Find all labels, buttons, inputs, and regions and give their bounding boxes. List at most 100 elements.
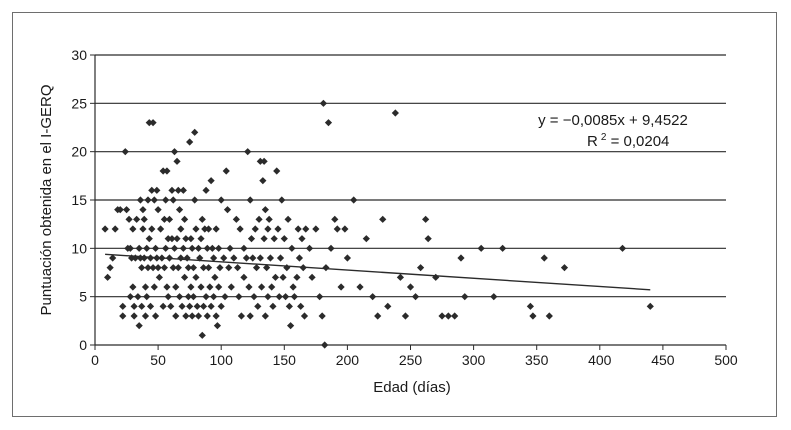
data-point	[122, 206, 131, 214]
data-point	[174, 186, 182, 194]
data-point	[618, 244, 627, 252]
x-axis-ticks: 0 50 100 150 200 250 300 350 400 450 500	[91, 345, 738, 368]
data-point	[287, 322, 295, 330]
data-point	[184, 264, 192, 272]
data-point	[154, 206, 162, 214]
r-squared-superscript: 2	[601, 132, 607, 143]
trendline	[105, 253, 651, 291]
data-point	[145, 119, 153, 127]
data-point	[261, 312, 269, 320]
data-point	[201, 225, 209, 233]
data-point	[297, 302, 305, 310]
data-point	[150, 283, 158, 291]
scatter-chart: 0 50 100 150 200 250 300 350 400 450 500 0 5 10 15 20 2…	[38, 47, 738, 396]
y-axis-label: Puntuación obtenida en el I-GERQ	[38, 85, 55, 316]
data-point	[356, 283, 364, 291]
data-point	[207, 177, 215, 185]
data-point	[545, 312, 553, 320]
data-point	[188, 312, 196, 320]
data-point	[312, 225, 320, 233]
data-point	[213, 322, 222, 330]
data-point	[203, 312, 211, 320]
data-point	[362, 235, 370, 243]
data-point	[227, 283, 235, 291]
data-point	[208, 244, 216, 252]
data-point	[396, 273, 405, 281]
x-tick-label: 150	[273, 352, 297, 368]
data-point	[259, 177, 267, 185]
data-point	[274, 225, 282, 233]
data-point	[279, 273, 287, 281]
x-tick-label: 50	[150, 352, 166, 368]
data-point	[172, 283, 180, 291]
data-point	[173, 235, 181, 243]
data-point	[321, 341, 329, 349]
data-point	[149, 119, 157, 127]
data-point	[265, 215, 273, 223]
data-point	[288, 244, 296, 252]
data-point	[247, 235, 256, 243]
data-point	[189, 293, 198, 301]
data-point	[162, 196, 170, 204]
data-point	[316, 293, 324, 301]
data-point	[211, 273, 219, 281]
data-point	[246, 312, 254, 320]
data-point	[350, 196, 358, 204]
data-point	[215, 244, 223, 252]
data-point	[172, 312, 180, 320]
data-point	[167, 302, 175, 310]
data-point	[121, 148, 129, 156]
data-point	[177, 254, 185, 262]
data-point	[125, 215, 133, 223]
data-point	[281, 293, 290, 301]
data-point	[391, 109, 399, 117]
data-point	[216, 264, 224, 272]
data-point	[343, 254, 351, 262]
x-tick-label: 250	[399, 352, 423, 368]
data-point	[193, 302, 201, 310]
data-point	[159, 167, 167, 175]
data-point	[169, 196, 177, 204]
data-point	[457, 254, 465, 262]
data-point	[184, 293, 192, 301]
data-point	[273, 167, 281, 175]
data-point	[135, 322, 143, 330]
data-point	[337, 283, 345, 291]
data-point	[221, 293, 229, 301]
x-tick-label: 300	[462, 352, 486, 368]
y-tick-label: 0	[79, 337, 87, 353]
data-point	[187, 235, 195, 243]
data-point	[331, 215, 339, 223]
data-point	[139, 225, 147, 233]
data-point	[194, 244, 203, 252]
data-point	[302, 225, 310, 233]
data-point	[197, 235, 205, 243]
data-point	[280, 235, 288, 243]
data-point	[526, 302, 534, 310]
data-point	[141, 312, 150, 320]
data-point	[164, 235, 172, 243]
data-point	[189, 264, 198, 272]
data-point	[212, 312, 220, 320]
y-tick-label: 10	[71, 240, 87, 256]
data-point	[177, 225, 185, 233]
data-point	[168, 186, 176, 194]
data-point	[162, 244, 170, 252]
data-point	[151, 312, 160, 320]
r-squared-value: = 0,0204	[606, 133, 669, 150]
data-point	[256, 254, 264, 262]
data-point	[202, 186, 210, 194]
data-point	[146, 254, 155, 262]
data-point	[186, 138, 194, 146]
data-point	[159, 302, 167, 310]
data-point	[153, 186, 161, 194]
y-tick-label: 20	[71, 144, 87, 160]
x-tick-label: 200	[336, 352, 360, 368]
data-point	[151, 244, 160, 252]
data-point	[183, 254, 191, 262]
data-point	[275, 293, 283, 301]
x-tick-label: 450	[651, 352, 675, 368]
data-point	[298, 235, 306, 243]
data-point	[308, 273, 316, 281]
data-point	[198, 215, 206, 223]
